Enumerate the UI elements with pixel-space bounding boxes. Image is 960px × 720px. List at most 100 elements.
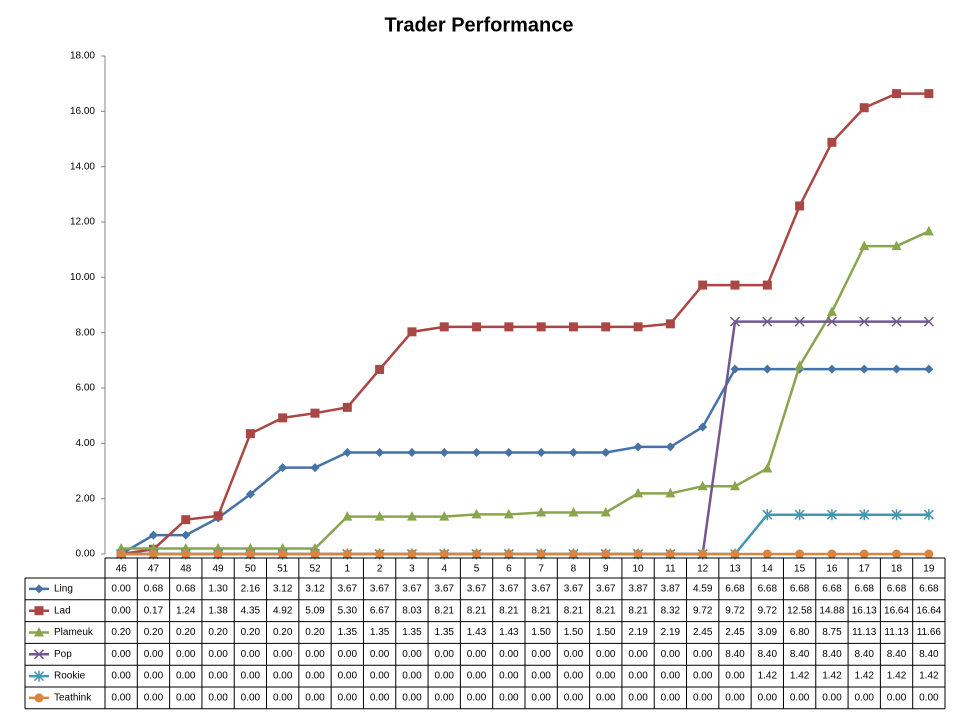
table-value: 2.19 <box>628 627 648 638</box>
table-value: 8.40 <box>919 649 939 660</box>
table-value: 1.43 <box>467 627 487 638</box>
marker <box>892 364 902 374</box>
marker <box>375 549 385 559</box>
table-value: 0.00 <box>338 671 358 682</box>
table-value: 0.00 <box>176 671 196 682</box>
x-tick-label: 19 <box>923 564 935 575</box>
table-value: 9.72 <box>693 605 713 616</box>
table-value: 0.00 <box>241 649 261 660</box>
table-value: 8.21 <box>531 605 551 616</box>
x-tick-label: 13 <box>729 564 741 575</box>
table-value: 8.40 <box>790 649 810 660</box>
x-tick-label: 14 <box>762 564 774 575</box>
marker <box>278 463 288 473</box>
table-value: 0.00 <box>370 649 390 660</box>
marker <box>536 447 546 457</box>
marker <box>568 322 578 332</box>
table-value: 8.21 <box>564 605 584 616</box>
x-tick-label: 16 <box>826 564 838 575</box>
table-value: 0.00 <box>111 649 131 660</box>
y-tick-label: 0.00 <box>76 549 96 560</box>
y-tick-label: 4.00 <box>76 438 96 449</box>
table-value: 1.42 <box>758 671 778 682</box>
table-value: 5.30 <box>338 605 358 616</box>
series-line <box>121 230 930 550</box>
table-value: 1.38 <box>208 605 228 616</box>
marker <box>34 606 44 616</box>
marker <box>795 549 805 559</box>
table-value: 4.92 <box>273 605 293 616</box>
table-value: 3.67 <box>596 584 616 595</box>
marker <box>245 549 255 559</box>
marker <box>730 549 740 559</box>
marker <box>439 549 449 559</box>
table-value: 3.87 <box>628 584 648 595</box>
marker <box>826 316 837 327</box>
table-value: 6.68 <box>919 584 939 595</box>
series <box>116 549 934 559</box>
table-value: 4.59 <box>693 584 713 595</box>
y-tick-label: 2.00 <box>76 493 96 504</box>
legend-label: Lad <box>54 605 71 616</box>
legend-label: Pop <box>54 649 72 660</box>
table-value: 1.30 <box>208 584 228 595</box>
table-value: 0.00 <box>531 671 551 682</box>
table-value: 0.00 <box>467 649 487 660</box>
x-tick-label: 11 <box>665 564 676 575</box>
table-value: 1.42 <box>822 671 842 682</box>
table-value: 0.00 <box>531 649 551 660</box>
table-value: 3.09 <box>758 627 778 638</box>
marker <box>407 447 417 457</box>
marker <box>762 549 772 559</box>
table-value: 3.67 <box>531 584 551 595</box>
marker <box>826 306 837 316</box>
marker <box>730 280 740 290</box>
marker <box>245 489 255 499</box>
marker <box>633 487 644 498</box>
table-value: 0.00 <box>790 693 810 704</box>
table-value: 0.00 <box>434 693 454 704</box>
marker <box>310 463 320 473</box>
marker <box>471 508 482 519</box>
table-value: 3.67 <box>564 584 584 595</box>
table-value: 0.00 <box>499 671 519 682</box>
table-value: 1.35 <box>402 627 422 638</box>
table-value: 0.00 <box>111 693 131 704</box>
table-value: 0.20 <box>208 627 228 638</box>
marker <box>374 511 385 521</box>
marker <box>568 447 578 457</box>
marker <box>633 549 643 559</box>
marker <box>891 509 902 521</box>
marker <box>503 508 514 519</box>
x-tick-label: 50 <box>245 564 257 575</box>
table-value: 0.00 <box>305 671 325 682</box>
marker <box>923 509 934 521</box>
table-value: 3.87 <box>661 584 681 595</box>
table-value: 3.67 <box>338 584 358 595</box>
table-value: 8.40 <box>854 649 874 660</box>
table-value: 3.12 <box>305 584 325 595</box>
y-tick-label: 16.00 <box>70 106 95 117</box>
marker <box>181 530 191 540</box>
marker <box>342 402 352 412</box>
x-tick-label: 17 <box>859 564 871 575</box>
table-value: 1.42 <box>790 671 810 682</box>
table-value: 5.09 <box>305 605 325 616</box>
table-value: 0.00 <box>822 693 842 704</box>
table-value: 0.00 <box>111 584 131 595</box>
x-tick-label: 1 <box>345 564 351 575</box>
x-tick-label: 49 <box>213 564 225 575</box>
marker <box>794 509 805 521</box>
marker <box>34 584 44 594</box>
table-value: 0.00 <box>725 671 745 682</box>
table-value: 3.67 <box>467 584 487 595</box>
marker <box>245 542 256 553</box>
table-value: 0.00 <box>241 693 261 704</box>
x-tick-label: 52 <box>309 564 321 575</box>
legend-marker <box>34 693 44 703</box>
table-value: 9.72 <box>758 605 778 616</box>
marker <box>698 549 708 559</box>
x-tick-label: 47 <box>148 564 160 575</box>
table-value: 0.00 <box>402 649 422 660</box>
marker <box>665 442 675 452</box>
